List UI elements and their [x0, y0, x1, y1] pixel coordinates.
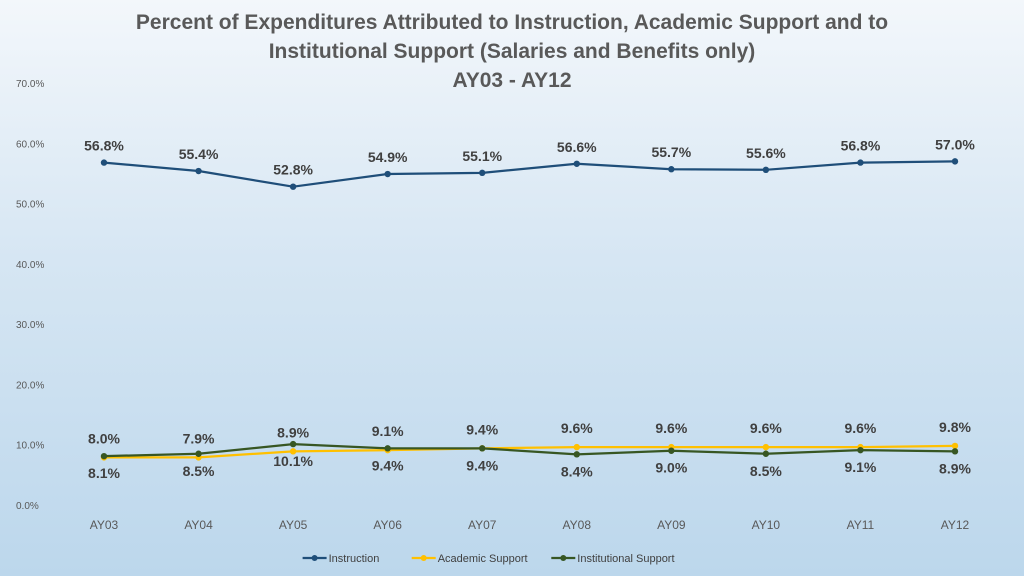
data-point: [573, 160, 580, 167]
y-tick-label: 0.0%: [16, 501, 39, 512]
data-point: [668, 447, 675, 454]
x-tick-label: AY04: [184, 518, 213, 532]
data-label: 55.1%: [462, 148, 502, 164]
legend-label: Instruction: [329, 553, 380, 565]
data-point: [479, 169, 486, 177]
y-tick-label: 10.0%: [16, 441, 44, 452]
data-point: [195, 167, 202, 175]
data-point: [857, 159, 864, 166]
legend: Instruction Academic Support Institutional…: [302, 553, 675, 565]
legend-swatch-marker: [420, 555, 427, 561]
series-line-academic-support: [102, 444, 957, 459]
data-label: 7.9%: [183, 430, 215, 446]
data-point: [195, 450, 202, 457]
y-tick-label: 40.0%: [16, 260, 44, 271]
legend-swatch-marker: [560, 555, 567, 561]
data-point: [100, 452, 108, 460]
data-label: 8.1%: [88, 465, 120, 481]
legend-item-institutional-support: Institutional Support: [551, 553, 675, 565]
data-label: 8.5%: [750, 463, 782, 479]
y-tick-label: 20.0%: [16, 380, 44, 391]
data-point: [100, 159, 108, 166]
y-tick-label: 50.0%: [16, 200, 44, 211]
data-point: [762, 450, 770, 457]
data-label: 56.8%: [84, 138, 124, 154]
legend-item-instruction: Instruction: [302, 553, 380, 565]
data-label: 56.8%: [841, 138, 881, 154]
data-point: [762, 443, 770, 451]
data-label: 8.0%: [88, 430, 120, 446]
series-lines: [100, 158, 959, 461]
x-tick-label: AY06: [373, 518, 402, 532]
data-label: 8.9%: [939, 460, 971, 476]
x-tick-label: AY11: [847, 518, 875, 532]
data-labels: 56.8% 55.4% 52.8% 54.9% 55.1% 56.6% 55.7% 55.6%…: [84, 136, 975, 481]
data-label: 9.4%: [372, 457, 404, 473]
data-label: 9.6%: [561, 420, 593, 436]
data-label: 9.6%: [750, 420, 782, 436]
data-point: [668, 166, 675, 173]
chart-title-line-2: Institutional Support (Salaries and Bene…: [269, 40, 756, 63]
legend-label: Institutional Support: [577, 553, 674, 565]
data-point: [479, 445, 486, 452]
data-label: 9.4%: [466, 457, 498, 473]
data-point: [573, 443, 580, 451]
data-point: [857, 446, 864, 454]
data-point: [384, 445, 391, 452]
y-tick-label: 30.0%: [16, 320, 44, 331]
data-label: 57.0%: [935, 136, 975, 152]
data-point: [573, 451, 580, 458]
data-point: [384, 170, 391, 178]
data-label: 55.6%: [746, 145, 786, 161]
data-label: 9.4%: [466, 421, 498, 437]
x-tick-label: AY08: [563, 518, 592, 532]
legend-swatch-marker: [311, 555, 318, 561]
y-tick-label: 70.0%: [16, 79, 44, 90]
x-tick-label: AY07: [468, 518, 497, 532]
data-point: [289, 440, 297, 448]
data-point: [762, 166, 770, 174]
data-point: [289, 448, 297, 455]
data-label: 9.6%: [655, 420, 687, 436]
data-label: 10.1%: [273, 453, 313, 469]
series-line-instruction: [102, 160, 957, 188]
data-label: 9.1%: [844, 459, 876, 475]
data-point: [951, 448, 959, 455]
x-tick-label: AY09: [657, 518, 686, 532]
data-point: [951, 442, 959, 450]
x-tick-label: AY12: [941, 518, 970, 532]
chart-title-line-1: Percent of Expenditures Attributed to In…: [136, 11, 888, 34]
data-point: [951, 158, 959, 165]
legend-item-academic-support: Academic Support: [411, 553, 528, 565]
axes: 0.0% 10.0% 20.0% 30.0% 40.0% 50.0% 60.0% 70.0% A…: [16, 79, 970, 532]
data-label: 55.7%: [651, 144, 691, 160]
data-label: 9.6%: [844, 420, 876, 436]
chart-title-line-3: AY03 - AY12: [452, 69, 571, 92]
data-label: 54.9%: [368, 149, 408, 165]
chart-title: Percent of Expenditures Attributed to In…: [136, 11, 888, 92]
data-label: 56.6%: [557, 139, 597, 155]
data-point: [289, 183, 297, 190]
data-label: 9.1%: [372, 423, 404, 439]
x-tick-label: AY10: [752, 518, 781, 532]
data-label: 8.9%: [277, 424, 309, 440]
data-label: 9.8%: [939, 419, 971, 435]
data-label: 8.4%: [561, 463, 593, 479]
data-label: 8.5%: [183, 463, 215, 479]
y-tick-label: 60.0%: [16, 139, 44, 150]
data-label: 55.4%: [179, 146, 219, 162]
data-label: 9.0%: [655, 460, 687, 476]
series-line-institutional-support: [102, 442, 957, 458]
x-tick-label: AY03: [90, 518, 119, 532]
x-tick-label: AY05: [279, 518, 308, 532]
data-label: 52.8%: [273, 162, 313, 178]
legend-label: Academic Support: [438, 553, 528, 565]
